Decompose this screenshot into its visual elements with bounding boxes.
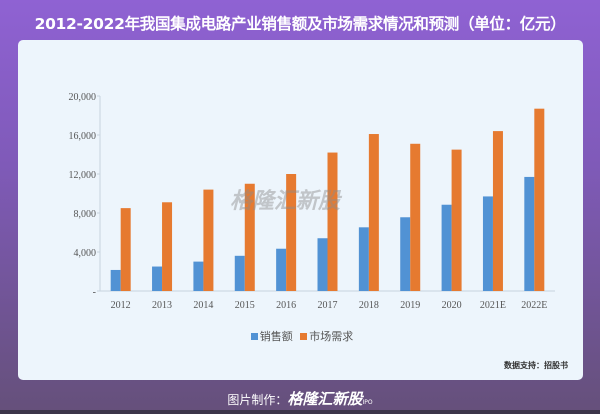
bar-sales-2021E bbox=[482, 196, 493, 291]
legend-swatch-sales bbox=[250, 333, 258, 340]
bar-demand-2016 bbox=[286, 174, 297, 291]
bar-sales-2019 bbox=[400, 217, 411, 291]
watermark: 格隆汇新股 bbox=[230, 189, 341, 214]
y-tick-label: 8,000 bbox=[74, 209, 97, 220]
bar-sales-2017 bbox=[317, 238, 328, 291]
legend-label-demand: 市场需求 bbox=[309, 330, 354, 343]
bar-demand-2018 bbox=[368, 134, 379, 291]
x-tick-label: 2015 bbox=[235, 300, 255, 311]
bar-chart: - 4,000 8,000 12,000 16,000 20,000 2012 2013 201… bbox=[69, 92, 555, 311]
bar-sales-2018 bbox=[358, 227, 369, 291]
bar-sales-2015 bbox=[234, 255, 245, 291]
x-tick-label: 2012 bbox=[111, 300, 131, 311]
x-tick-label: 2018 bbox=[359, 300, 379, 311]
bar-sales-2014 bbox=[193, 261, 204, 291]
y-tick-label: - bbox=[93, 287, 96, 298]
x-tick-label: 2019 bbox=[400, 300, 420, 311]
bar-demand-2019 bbox=[410, 143, 421, 291]
y-tick-label: 16,000 bbox=[69, 131, 97, 142]
footer: 图片制作：格隆汇新股IPO bbox=[0, 388, 600, 409]
bar-demand-2015 bbox=[244, 183, 255, 291]
x-tick-label: 2013 bbox=[152, 300, 172, 311]
y-tick-label: 12,000 bbox=[69, 170, 97, 181]
x-tick-label: 2021E bbox=[480, 300, 506, 311]
chart-title: 2012-2022年我国集成电路产业销售额及市场需求情况和预测（单位：亿元） bbox=[34, 15, 566, 33]
legend: 销售额 市场需求 bbox=[0, 328, 600, 344]
bar-demand-2017 bbox=[327, 152, 338, 291]
x-tick-label: 2014 bbox=[193, 300, 213, 311]
bar-demand-2021E bbox=[492, 131, 503, 291]
footer-brand: 格隆汇新股 bbox=[287, 390, 363, 408]
legend-label-sales: 销售额 bbox=[259, 330, 293, 343]
legend-swatch-demand bbox=[300, 333, 308, 340]
bar-sales-2013 bbox=[152, 266, 163, 291]
x-tick-label: 2020 bbox=[442, 300, 462, 311]
bar-sales-2022E bbox=[524, 176, 535, 291]
footer-brand-sub: IPO bbox=[362, 399, 373, 406]
x-tick-label: 2022E bbox=[521, 300, 547, 311]
y-tick-label: 20,000 bbox=[69, 92, 97, 103]
footer-label: 图片制作： bbox=[227, 393, 288, 407]
bar-demand-2020 bbox=[451, 149, 462, 291]
bar-demand-2012 bbox=[120, 208, 131, 291]
bar-demand-2022E bbox=[534, 108, 545, 291]
bar-demand-2013 bbox=[162, 202, 173, 291]
x-tick-label: 2017 bbox=[318, 300, 338, 311]
x-tick-label: 2016 bbox=[276, 300, 296, 311]
bar-demand-2014 bbox=[203, 189, 214, 291]
bar-sales-2012 bbox=[110, 269, 121, 291]
bar-sales-2016 bbox=[276, 248, 287, 291]
bottom-bar bbox=[0, 410, 600, 414]
y-tick-label: 4,000 bbox=[74, 248, 97, 259]
bar-sales-2020 bbox=[441, 204, 452, 291]
source-note: 数据支持：招股书 bbox=[504, 361, 568, 370]
